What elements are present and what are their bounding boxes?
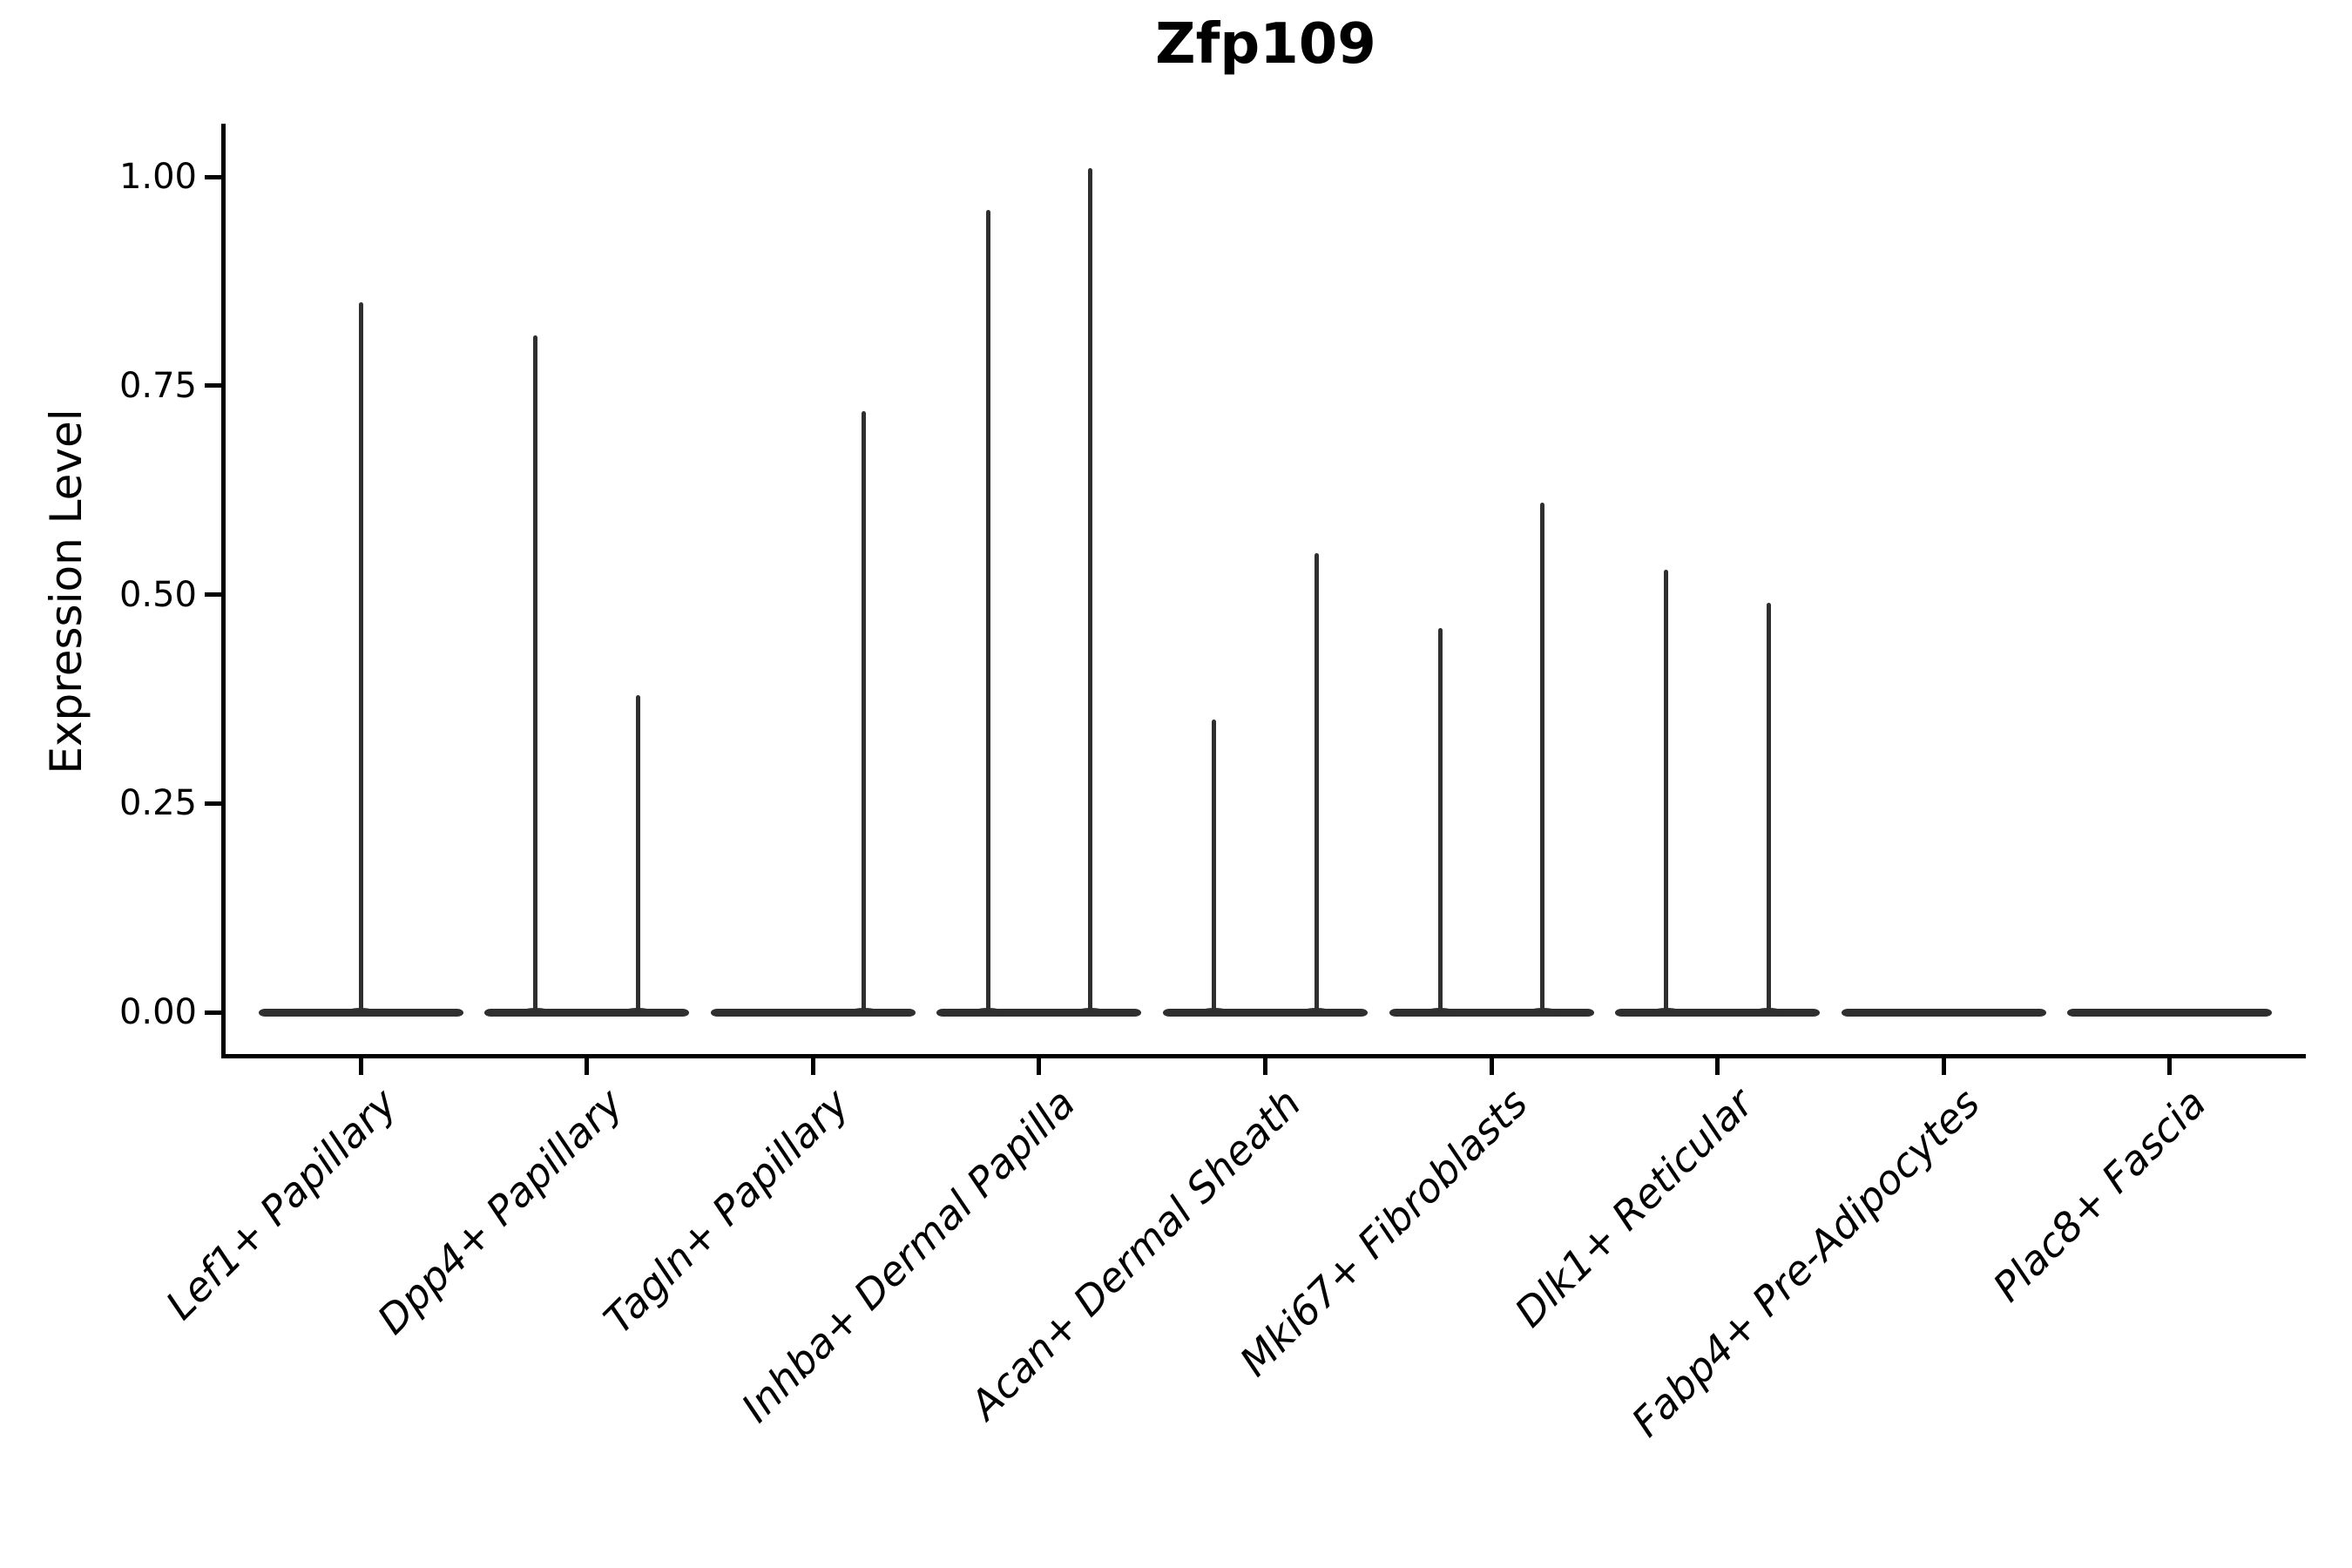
y-axis-tick xyxy=(205,383,221,389)
violin-body-baseline xyxy=(1615,1008,1821,1017)
violin-density-spike xyxy=(358,301,363,1016)
x-axis-category-label: Tagln+ Papillary xyxy=(594,1079,858,1343)
violin-density-spike xyxy=(1766,603,1771,1016)
violin-density-spike xyxy=(1314,552,1319,1016)
x-axis-tick xyxy=(1941,1058,1946,1075)
y-axis-spine xyxy=(221,124,226,1058)
violin-density-spike xyxy=(1212,720,1217,1016)
x-axis-category-label: Lef1+ Papillary xyxy=(156,1079,406,1329)
violin-density-spike xyxy=(1664,569,1669,1016)
y-axis-tick-label: 0.00 xyxy=(118,992,197,1032)
y-axis-tick-label: 0.75 xyxy=(118,365,197,406)
violin-density-spike xyxy=(1437,627,1443,1016)
violin-density-spike xyxy=(533,335,538,1016)
y-axis-tick xyxy=(205,592,221,597)
violin-density-spike xyxy=(1088,168,1093,1016)
chart-title: Zfp109 xyxy=(1155,12,1376,77)
y-axis-tick xyxy=(205,1010,221,1015)
y-axis-tick-label: 0.50 xyxy=(118,574,197,615)
violin-body-baseline xyxy=(710,1008,916,1017)
violin-body-baseline xyxy=(936,1008,1142,1017)
y-axis-tick-label: 0.25 xyxy=(118,783,197,824)
x-axis-tick xyxy=(810,1058,815,1075)
violin-density-spike xyxy=(1540,503,1545,1016)
x-axis-spine xyxy=(221,1054,2306,1058)
violin-body-baseline xyxy=(1389,1008,1594,1017)
y-axis-tick xyxy=(205,801,221,806)
x-axis-tick xyxy=(585,1058,590,1075)
y-axis-tick xyxy=(205,174,221,179)
x-axis-tick xyxy=(1262,1058,1267,1075)
x-axis-category-label: Dpp4+ Papillary xyxy=(368,1079,632,1343)
violin-density-spike xyxy=(985,210,990,1016)
violin-density-spike xyxy=(862,410,867,1016)
x-axis-category-label: Dlk1+ Reticular xyxy=(1505,1079,1762,1336)
violin-body-baseline xyxy=(2067,1008,2273,1017)
violin-body-baseline xyxy=(484,1008,690,1017)
x-axis-tick xyxy=(1489,1058,1494,1075)
x-axis-category-label: Plac8+ Fascia xyxy=(1983,1079,2215,1311)
x-axis-tick xyxy=(1715,1058,1720,1075)
x-axis-tick xyxy=(1037,1058,1042,1075)
violin-density-spike xyxy=(635,694,640,1016)
y-axis-tick-label: 1.00 xyxy=(118,157,197,197)
violin-body-baseline xyxy=(1162,1008,1368,1017)
violin-body-baseline xyxy=(1841,1008,2046,1017)
x-axis-tick xyxy=(2167,1058,2173,1075)
x-axis-tick xyxy=(358,1058,363,1075)
